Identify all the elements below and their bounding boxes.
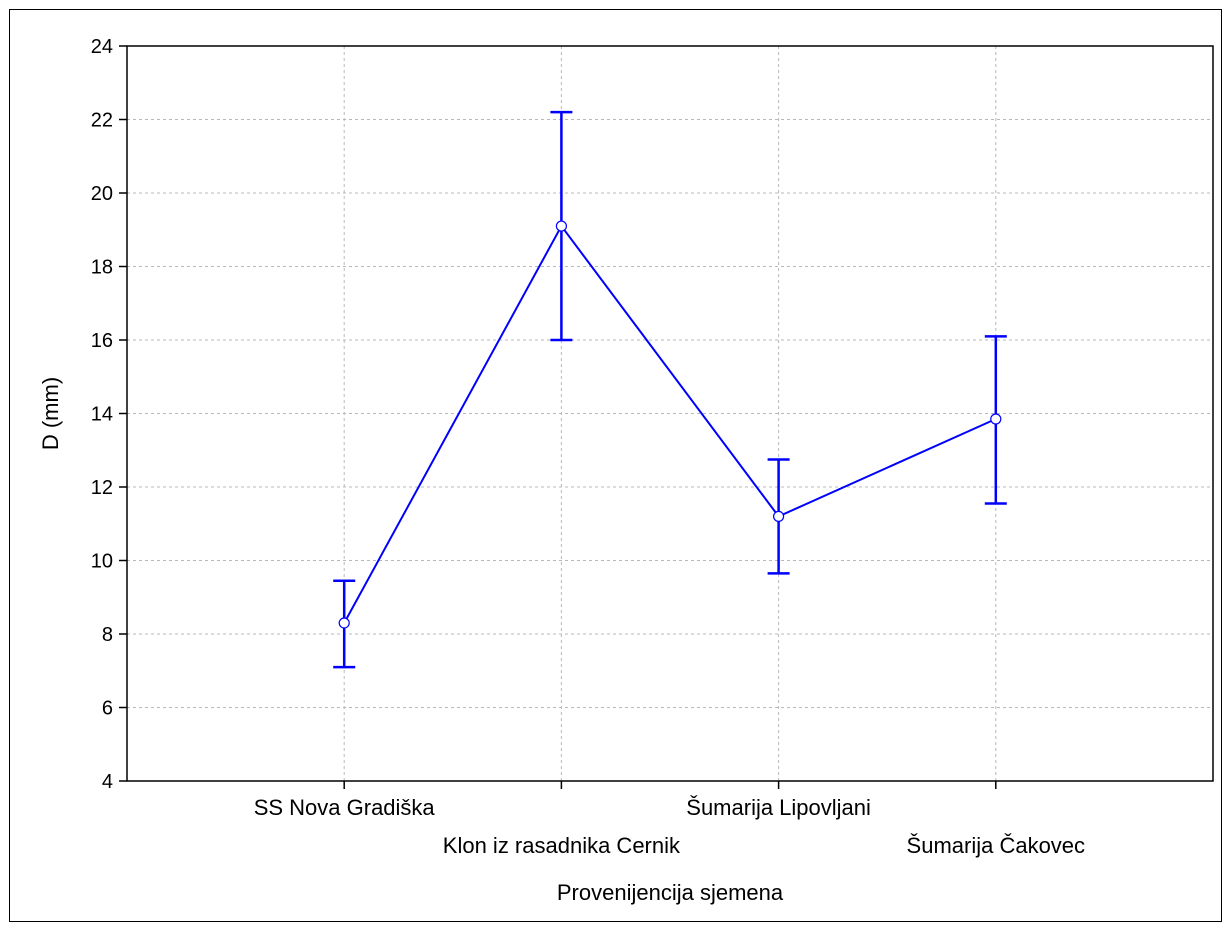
- grid: [127, 46, 1213, 781]
- y-axis-label: D (mm): [38, 377, 63, 450]
- series-line: [343, 224, 997, 624]
- y-tick-label: 22: [91, 110, 113, 132]
- y-tick-label: 8: [102, 624, 113, 646]
- data-point: [555, 220, 568, 232]
- y-tick-label: 10: [91, 551, 113, 573]
- figure-frame: [9, 9, 1222, 922]
- y-tick-label: 16: [91, 330, 113, 352]
- data-point: [772, 510, 785, 523]
- y-tick-label: 20: [91, 183, 113, 205]
- y-axis-ticks: 4 6 8 10 12 14 16 18 20 22 24: [91, 36, 127, 793]
- y-tick-label: 18: [91, 257, 113, 279]
- x-tick-label: Klon iz rasadnika Cernik: [443, 833, 681, 858]
- y-tick-label: 6: [102, 698, 113, 720]
- data-point: [338, 617, 350, 629]
- y-tick-label: 4: [102, 771, 113, 793]
- y-tick-label: 12: [91, 477, 113, 499]
- x-tick-label: Šumarija Lipovljani: [686, 795, 871, 820]
- x-axis-ticks: SS Nova Gradiška Klon iz rasadnika Cernik…: [254, 781, 1085, 858]
- x-axis-label: Provenijencija sjemena: [557, 880, 784, 905]
- x-tick-label: SS Nova Gradiška: [254, 795, 436, 820]
- x-tick-label: Šumarija Čakovec: [907, 833, 1086, 858]
- y-tick-label: 24: [91, 36, 113, 58]
- series-mean: [333, 110, 1007, 669]
- data-point: [990, 413, 1002, 425]
- y-tick-label: 14: [91, 404, 113, 426]
